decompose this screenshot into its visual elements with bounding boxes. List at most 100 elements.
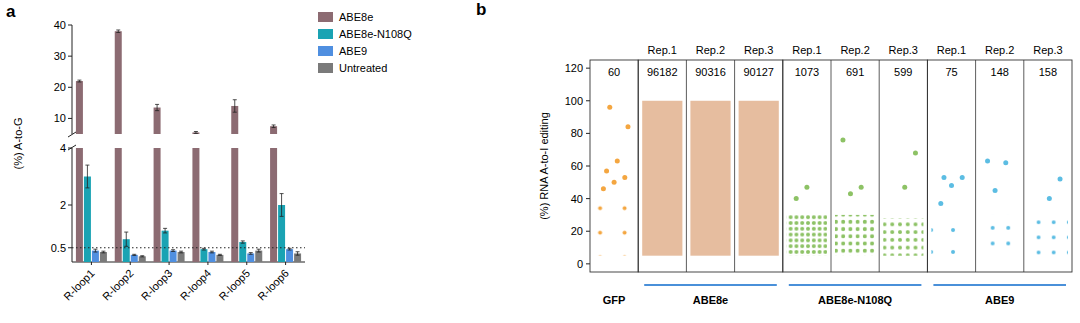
- error-bar: [93, 249, 97, 252]
- count-label: 599: [894, 66, 912, 78]
- legend-label: ABE9: [339, 45, 367, 57]
- error-bar: [249, 253, 253, 255]
- figure: a(%) A-to-G0.52410203040R-loop1R-loop2R-…: [0, 0, 1080, 323]
- error-bar: [116, 30, 120, 32]
- point: [949, 183, 954, 188]
- point: [622, 175, 627, 180]
- x-tick-label: R-loop3: [139, 267, 175, 303]
- point-band: [835, 215, 875, 256]
- bar: [247, 253, 254, 262]
- y-tick: [586, 231, 590, 232]
- y-tick: [68, 205, 72, 206]
- x-tick: [285, 262, 286, 265]
- replicate-label: Rep.3: [889, 44, 918, 56]
- error-bar: [257, 249, 261, 252]
- bar: [115, 31, 122, 134]
- count-label: 60: [608, 66, 620, 78]
- y-tick: [68, 56, 72, 57]
- bar: [115, 148, 122, 262]
- y-tick-label: 40: [571, 193, 583, 205]
- error-bar: [132, 254, 136, 255]
- error-bar: [194, 132, 198, 134]
- x-tick-label: R-loop4: [178, 267, 214, 303]
- y-tick-label: 100: [565, 95, 583, 107]
- point: [985, 159, 990, 164]
- error-bar: [210, 251, 214, 253]
- y-tick: [68, 87, 72, 88]
- y-tick-label: 120: [565, 62, 583, 74]
- y-tick: [586, 263, 590, 264]
- count-label: 691: [846, 66, 864, 78]
- count-label: 148: [991, 66, 1009, 78]
- point: [625, 124, 630, 129]
- group-label: ABE8e: [693, 294, 728, 306]
- count-label: 1073: [795, 66, 819, 78]
- y-tick: [586, 166, 590, 167]
- legend-label: ABE8e-N108Q: [339, 28, 412, 40]
- bar: [76, 81, 83, 134]
- error-bar: [288, 248, 292, 250]
- point-band: [642, 101, 682, 256]
- panel-label: a: [6, 2, 16, 21]
- bar: [192, 132, 199, 134]
- error-bar: [101, 251, 105, 253]
- error-bar: [124, 232, 128, 246]
- point-band: [690, 101, 730, 256]
- x-tick-label: R-loop5: [216, 267, 252, 303]
- point-band: [883, 218, 923, 256]
- error-bar: [233, 100, 237, 112]
- point: [960, 175, 965, 180]
- error-bar: [202, 248, 206, 250]
- point: [612, 180, 617, 185]
- x-tick: [169, 262, 170, 265]
- y-tick: [68, 118, 72, 119]
- threshold-line: [72, 247, 305, 248]
- column-divider: [686, 60, 687, 272]
- point: [859, 185, 864, 190]
- point: [913, 150, 918, 155]
- error-bar: [85, 165, 89, 188]
- point: [941, 175, 946, 180]
- bar: [170, 251, 177, 262]
- bar: [139, 256, 146, 262]
- plot-area: [72, 30, 305, 262]
- x-tick: [130, 262, 131, 265]
- legend-label: Untreated: [339, 62, 387, 74]
- error-bar: [155, 104, 159, 110]
- replicate-label: Rep.3: [744, 44, 773, 56]
- bar: [216, 255, 223, 262]
- y-axis-label: (%) A-to-G: [12, 118, 24, 170]
- y-tick-label: 4: [60, 142, 66, 154]
- bar: [200, 249, 207, 262]
- error-bar: [272, 125, 276, 127]
- replicate-label: Rep.2: [696, 44, 725, 56]
- panel-label: b: [476, 0, 486, 19]
- error-bar: [171, 250, 175, 252]
- error-bar: [218, 254, 222, 255]
- count-label: 158: [1039, 66, 1057, 78]
- bar: [84, 177, 91, 263]
- group-label: GFP: [603, 294, 626, 306]
- group-label: ABE9: [985, 294, 1014, 306]
- group-underline: [933, 284, 1066, 286]
- point: [993, 188, 998, 193]
- count-label: 90127: [743, 66, 774, 78]
- legend-swatch: [318, 63, 333, 73]
- column-divider: [1023, 60, 1024, 272]
- error-bar: [241, 241, 245, 243]
- y-tick-label: 0: [577, 258, 583, 270]
- error-bar: [140, 256, 144, 257]
- y-axis: [72, 25, 73, 134]
- bar: [231, 148, 238, 262]
- x-tick-label: R-loop2: [100, 267, 136, 303]
- point: [840, 137, 845, 142]
- count-label: 75: [945, 66, 957, 78]
- point: [1047, 196, 1052, 201]
- y-tick: [586, 100, 590, 101]
- y-tick-label: 80: [571, 127, 583, 139]
- bar: [270, 148, 277, 262]
- point: [604, 168, 609, 173]
- y-tick-label: 0.5: [51, 242, 66, 254]
- point: [848, 191, 853, 196]
- error-bar: [280, 194, 284, 217]
